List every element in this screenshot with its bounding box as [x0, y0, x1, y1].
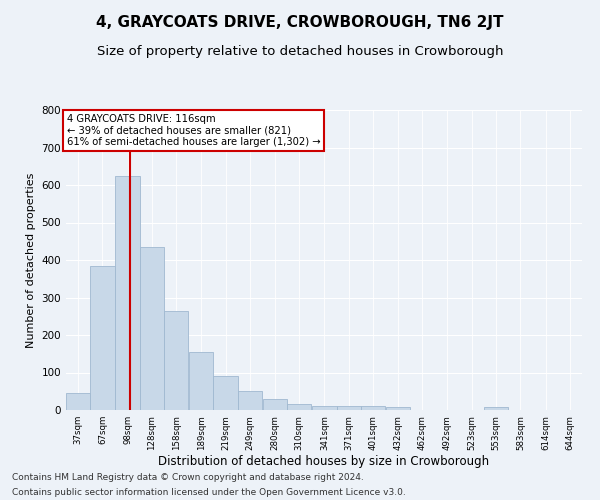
Bar [263, 399, 287, 410]
Bar [312, 406, 337, 410]
Y-axis label: Number of detached properties: Number of detached properties [26, 172, 36, 348]
Bar [361, 406, 385, 410]
Bar [386, 407, 410, 410]
Bar [164, 310, 188, 410]
Bar [66, 393, 91, 410]
Text: 4 GRAYCOATS DRIVE: 116sqm
← 39% of detached houses are smaller (821)
61% of semi: 4 GRAYCOATS DRIVE: 116sqm ← 39% of detac… [67, 114, 320, 147]
Bar [214, 376, 238, 410]
Bar [140, 247, 164, 410]
Text: Contains HM Land Registry data © Crown copyright and database right 2024.: Contains HM Land Registry data © Crown c… [12, 473, 364, 482]
Bar [115, 176, 140, 410]
Bar [337, 406, 361, 410]
X-axis label: Distribution of detached houses by size in Crowborough: Distribution of detached houses by size … [158, 456, 490, 468]
Bar [189, 352, 214, 410]
Bar [238, 390, 262, 410]
Text: Contains public sector information licensed under the Open Government Licence v3: Contains public sector information licen… [12, 488, 406, 497]
Bar [484, 407, 508, 410]
Bar [91, 266, 115, 410]
Text: Size of property relative to detached houses in Crowborough: Size of property relative to detached ho… [97, 45, 503, 58]
Bar [287, 404, 311, 410]
Text: 4, GRAYCOATS DRIVE, CROWBOROUGH, TN6 2JT: 4, GRAYCOATS DRIVE, CROWBOROUGH, TN6 2JT [96, 15, 504, 30]
